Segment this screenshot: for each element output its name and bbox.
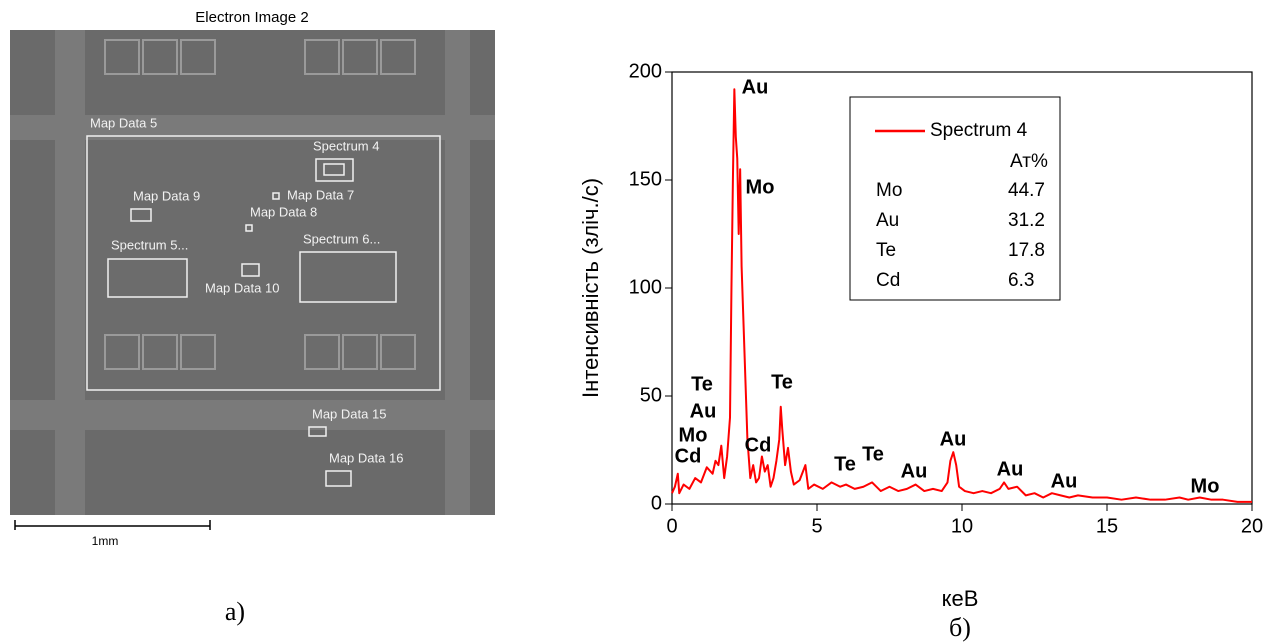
y-tick-label: 0 <box>651 492 662 514</box>
panel-label: а) <box>225 597 245 626</box>
y-tick-label: 50 <box>640 384 662 406</box>
peak-label: Te <box>691 373 713 395</box>
region-label: Spectrum 4 <box>313 138 379 153</box>
legend-value: 31.2 <box>1008 210 1045 231</box>
x-tick-label: 15 <box>1096 515 1118 537</box>
x-tick-label: 20 <box>1241 515 1263 537</box>
peak-label: Au <box>901 460 928 482</box>
image-title: Electron Image 2 <box>195 9 308 26</box>
peak-label: Te <box>834 453 856 475</box>
figure: Electron Image 2 1mm а) б) кеВ Інтенсивн… <box>0 0 1268 644</box>
peak-label: Te <box>862 443 884 465</box>
sem-image <box>10 30 495 515</box>
legend-element: Au <box>876 210 899 231</box>
panel-label: б) <box>949 613 971 642</box>
y-tick-label: 150 <box>629 168 662 190</box>
peak-label: Au <box>742 76 769 98</box>
peak-label: Cd <box>675 445 702 467</box>
x-tick-label: 0 <box>666 515 677 537</box>
peak-label: Au <box>1051 470 1078 492</box>
peak-label: Cd <box>745 434 772 456</box>
legend-label: Spectrum 4 <box>930 120 1028 141</box>
peak-label: Mo <box>679 424 708 446</box>
region-label: Map Data 9 <box>133 188 200 203</box>
region-label: Map Data 7 <box>287 187 354 202</box>
region-label: Map Data 15 <box>312 406 386 421</box>
region-label: Map Data 8 <box>250 204 317 219</box>
x-tick-label: 10 <box>951 515 973 537</box>
legend-element: Mo <box>876 180 902 201</box>
y-tick-label: 100 <box>629 276 662 298</box>
region-label: Map Data 10 <box>205 280 279 295</box>
peak-label: Mo <box>1191 475 1220 497</box>
legend-value: 6.3 <box>1008 270 1034 291</box>
peak-label: Au <box>940 428 967 450</box>
legend-value: 17.8 <box>1008 240 1045 261</box>
region-label: Map Data 5 <box>90 115 157 130</box>
legend-value: 44.7 <box>1008 180 1045 201</box>
region-label: Map Data 16 <box>329 450 403 465</box>
legend-header: Ат% <box>1010 151 1048 172</box>
region-label: Spectrum 5... <box>111 237 188 252</box>
x-axis-label: кеВ <box>942 586 979 611</box>
legend-element: Cd <box>876 270 900 291</box>
x-tick-label: 5 <box>811 515 822 537</box>
y-tick-label: 200 <box>629 60 662 82</box>
peak-label: Mo <box>746 176 775 198</box>
peak-label: Te <box>771 371 793 393</box>
y-axis-label: Інтенсивність (зліч./с) <box>578 178 603 398</box>
peak-label: Au <box>997 458 1024 480</box>
scale-bar-label: 1mm <box>92 534 119 548</box>
peak-label: Au <box>690 400 717 422</box>
region-label: Spectrum 6... <box>303 231 380 246</box>
legend-element: Te <box>876 240 896 261</box>
